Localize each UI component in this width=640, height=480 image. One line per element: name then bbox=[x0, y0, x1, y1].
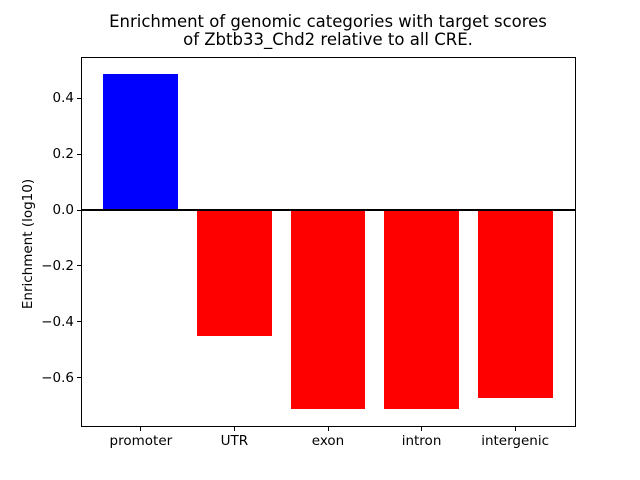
bar-intron bbox=[384, 210, 459, 410]
y-tick-label: 0.4 bbox=[52, 90, 74, 107]
bar-promoter bbox=[103, 74, 179, 211]
x-tick-label-promoter: promoter bbox=[109, 433, 173, 449]
y-tick-mark bbox=[77, 265, 81, 267]
y-tick-label: −0.4 bbox=[41, 313, 74, 330]
bar-intergenic bbox=[477, 210, 553, 399]
x-tick-mark bbox=[514, 427, 516, 431]
y-tick-mark bbox=[77, 153, 81, 155]
x-tick-mark bbox=[140, 427, 142, 431]
y-tick-mark bbox=[77, 97, 81, 99]
y-tick-label: 0.0 bbox=[52, 202, 74, 219]
y-tick-mark bbox=[77, 321, 81, 323]
chart-title: Enrichment of genomic categories with ta… bbox=[109, 12, 547, 49]
y-tick-label: −0.6 bbox=[41, 369, 74, 386]
x-tick-label-intergenic: intergenic bbox=[481, 433, 550, 449]
y-axis-label: Enrichment (log10) bbox=[20, 178, 36, 310]
x-tick-mark bbox=[233, 427, 235, 431]
x-tick-label-exon: exon bbox=[311, 433, 345, 449]
bar-UTR bbox=[197, 210, 272, 337]
x-tick-mark bbox=[421, 427, 423, 431]
x-tick-mark bbox=[327, 427, 329, 431]
y-tick-label: 0.2 bbox=[52, 146, 74, 163]
y-tick-mark bbox=[77, 377, 81, 379]
y-tick-mark bbox=[77, 209, 81, 211]
x-tick-label-intron: intron bbox=[401, 433, 442, 449]
zero-line bbox=[81, 209, 575, 212]
plot-area bbox=[81, 57, 575, 426]
x-tick-label-UTR: UTR bbox=[220, 433, 249, 449]
y-tick-label: −0.2 bbox=[41, 257, 74, 274]
bar-exon bbox=[290, 210, 366, 410]
